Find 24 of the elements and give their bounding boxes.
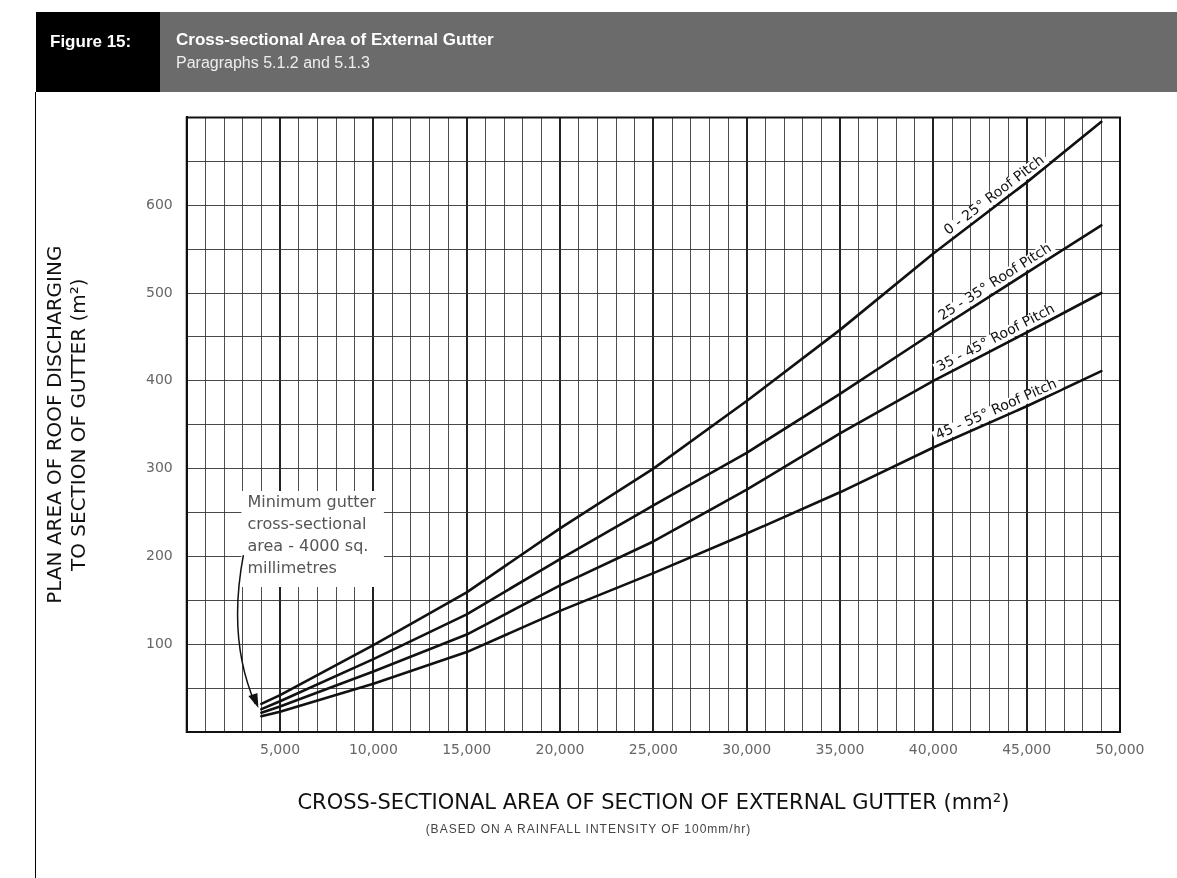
- annotation: Minimum gutter cross-sectional area - 4000 sq. millimetres: [247, 492, 377, 578]
- x-tick-label: 25,000: [628, 741, 678, 758]
- x-tick-label: 30,000: [722, 741, 772, 758]
- x-tick-label: 10,000: [348, 741, 398, 758]
- x-tick-label: 15,000: [442, 741, 492, 758]
- chart-subtitle: Paragraphs 5.1.2 and 5.1.3: [176, 54, 371, 72]
- y-tick-label: 400: [145, 371, 173, 388]
- y-tick-label: 300: [145, 459, 173, 476]
- y-tick-label: 600: [145, 195, 173, 212]
- x-axis-title: CROSS-SECTIONAL AREA OF SECTION OF EXTERNAL GUTTER (mm²): [297, 789, 1010, 814]
- caption: Figure 15:: [36, 12, 160, 92]
- x-tick-label: 5,000: [260, 741, 301, 758]
- x-tick-label: 45,000: [1002, 741, 1052, 758]
- y-axis-title: PLAN AREA OF ROOF DISCHARGING TO SECTION OF GUTTER (m²): [42, 245, 91, 604]
- x-tick-label: 20,000: [535, 741, 585, 758]
- y-tick-label: 100: [145, 634, 173, 651]
- text: 45 - 55° Roof Pitch: [932, 374, 1059, 443]
- x-tick-label: 50,000: [1095, 741, 1145, 758]
- chart-title: Cross-sectional Area of External Gutter: [176, 30, 495, 50]
- x-tick-label: 40,000: [908, 741, 958, 758]
- y-tick-label: 500: [145, 283, 173, 300]
- text: (BASED ON A RAINFALL INTENSITY OF 100mm/hr): [424, 822, 753, 836]
- x-tick-label: 35,000: [815, 741, 865, 758]
- y-tick-label: 200: [145, 547, 173, 564]
